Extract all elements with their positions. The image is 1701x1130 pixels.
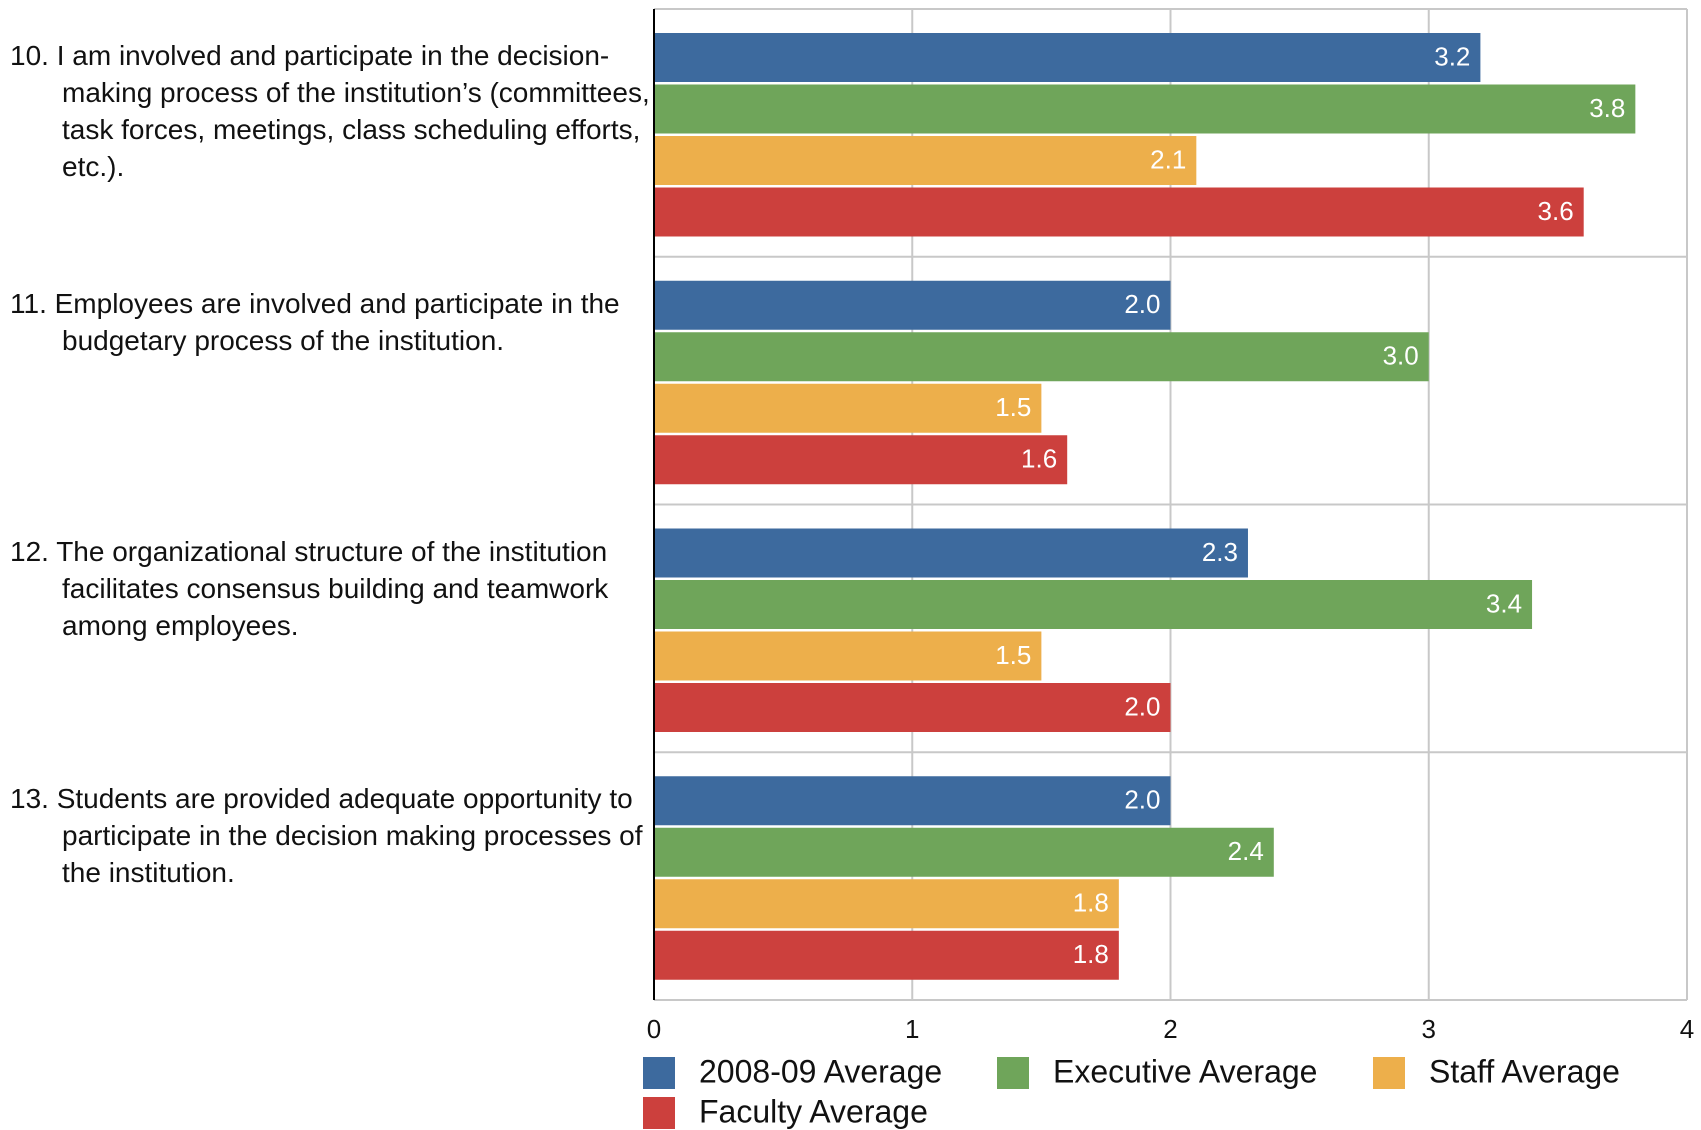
value-label: 3.6 [1538,196,1574,226]
category-label: 12. The organizational structure of the … [10,535,609,641]
bar [654,136,1197,185]
value-label: 2.3 [1202,537,1238,567]
value-label: 2.0 [1124,691,1160,721]
x-tick-label: 0 [647,1014,661,1044]
legend-swatch [643,1057,675,1089]
value-label: 1.8 [1073,888,1109,918]
x-tick-label: 3 [1422,1014,1436,1044]
category-label: 11. Employees are involved and participa… [10,287,620,356]
value-label: 1.5 [995,392,1031,422]
value-label: 3.0 [1383,341,1419,371]
value-label: 3.2 [1434,41,1470,71]
bar [654,683,1171,732]
bar [654,33,1481,82]
value-label: 2.0 [1124,785,1160,815]
x-tick-label: 1 [905,1014,919,1044]
x-tick-label: 2 [1163,1014,1177,1044]
legend-label: 2008-09 Average [699,1053,942,1089]
bar [654,827,1274,877]
value-label: 1.8 [1073,939,1109,969]
legend-swatch [643,1097,675,1129]
legend-label: Executive Average [1053,1053,1317,1089]
bar [654,332,1429,382]
value-label: 1.5 [995,640,1031,670]
legend-swatch [1373,1057,1405,1089]
value-label: 1.6 [1021,444,1057,474]
legend-label: Staff Average [1429,1053,1620,1089]
bar [654,776,1171,826]
value-label: 3.8 [1589,93,1625,123]
category-label: 13. Students are provided adequate oppor… [10,783,643,889]
bar [654,84,1636,134]
legend-swatch [997,1057,1029,1089]
bar [654,383,1042,433]
value-label: 3.4 [1486,588,1522,618]
legend-label: Faculty Average [699,1093,928,1129]
value-label: 2.0 [1124,289,1160,319]
bar [654,435,1068,485]
bar [654,879,1119,929]
category-label: 10. I am involved and participate in the… [10,40,650,182]
value-label: 2.4 [1228,836,1264,866]
bar [654,631,1042,681]
x-tick-label: 4 [1680,1014,1694,1044]
bar [654,930,1119,980]
bar [654,528,1248,578]
value-label: 2.1 [1150,144,1186,174]
bar [654,580,1533,629]
bar [654,280,1171,330]
bar [654,187,1584,237]
